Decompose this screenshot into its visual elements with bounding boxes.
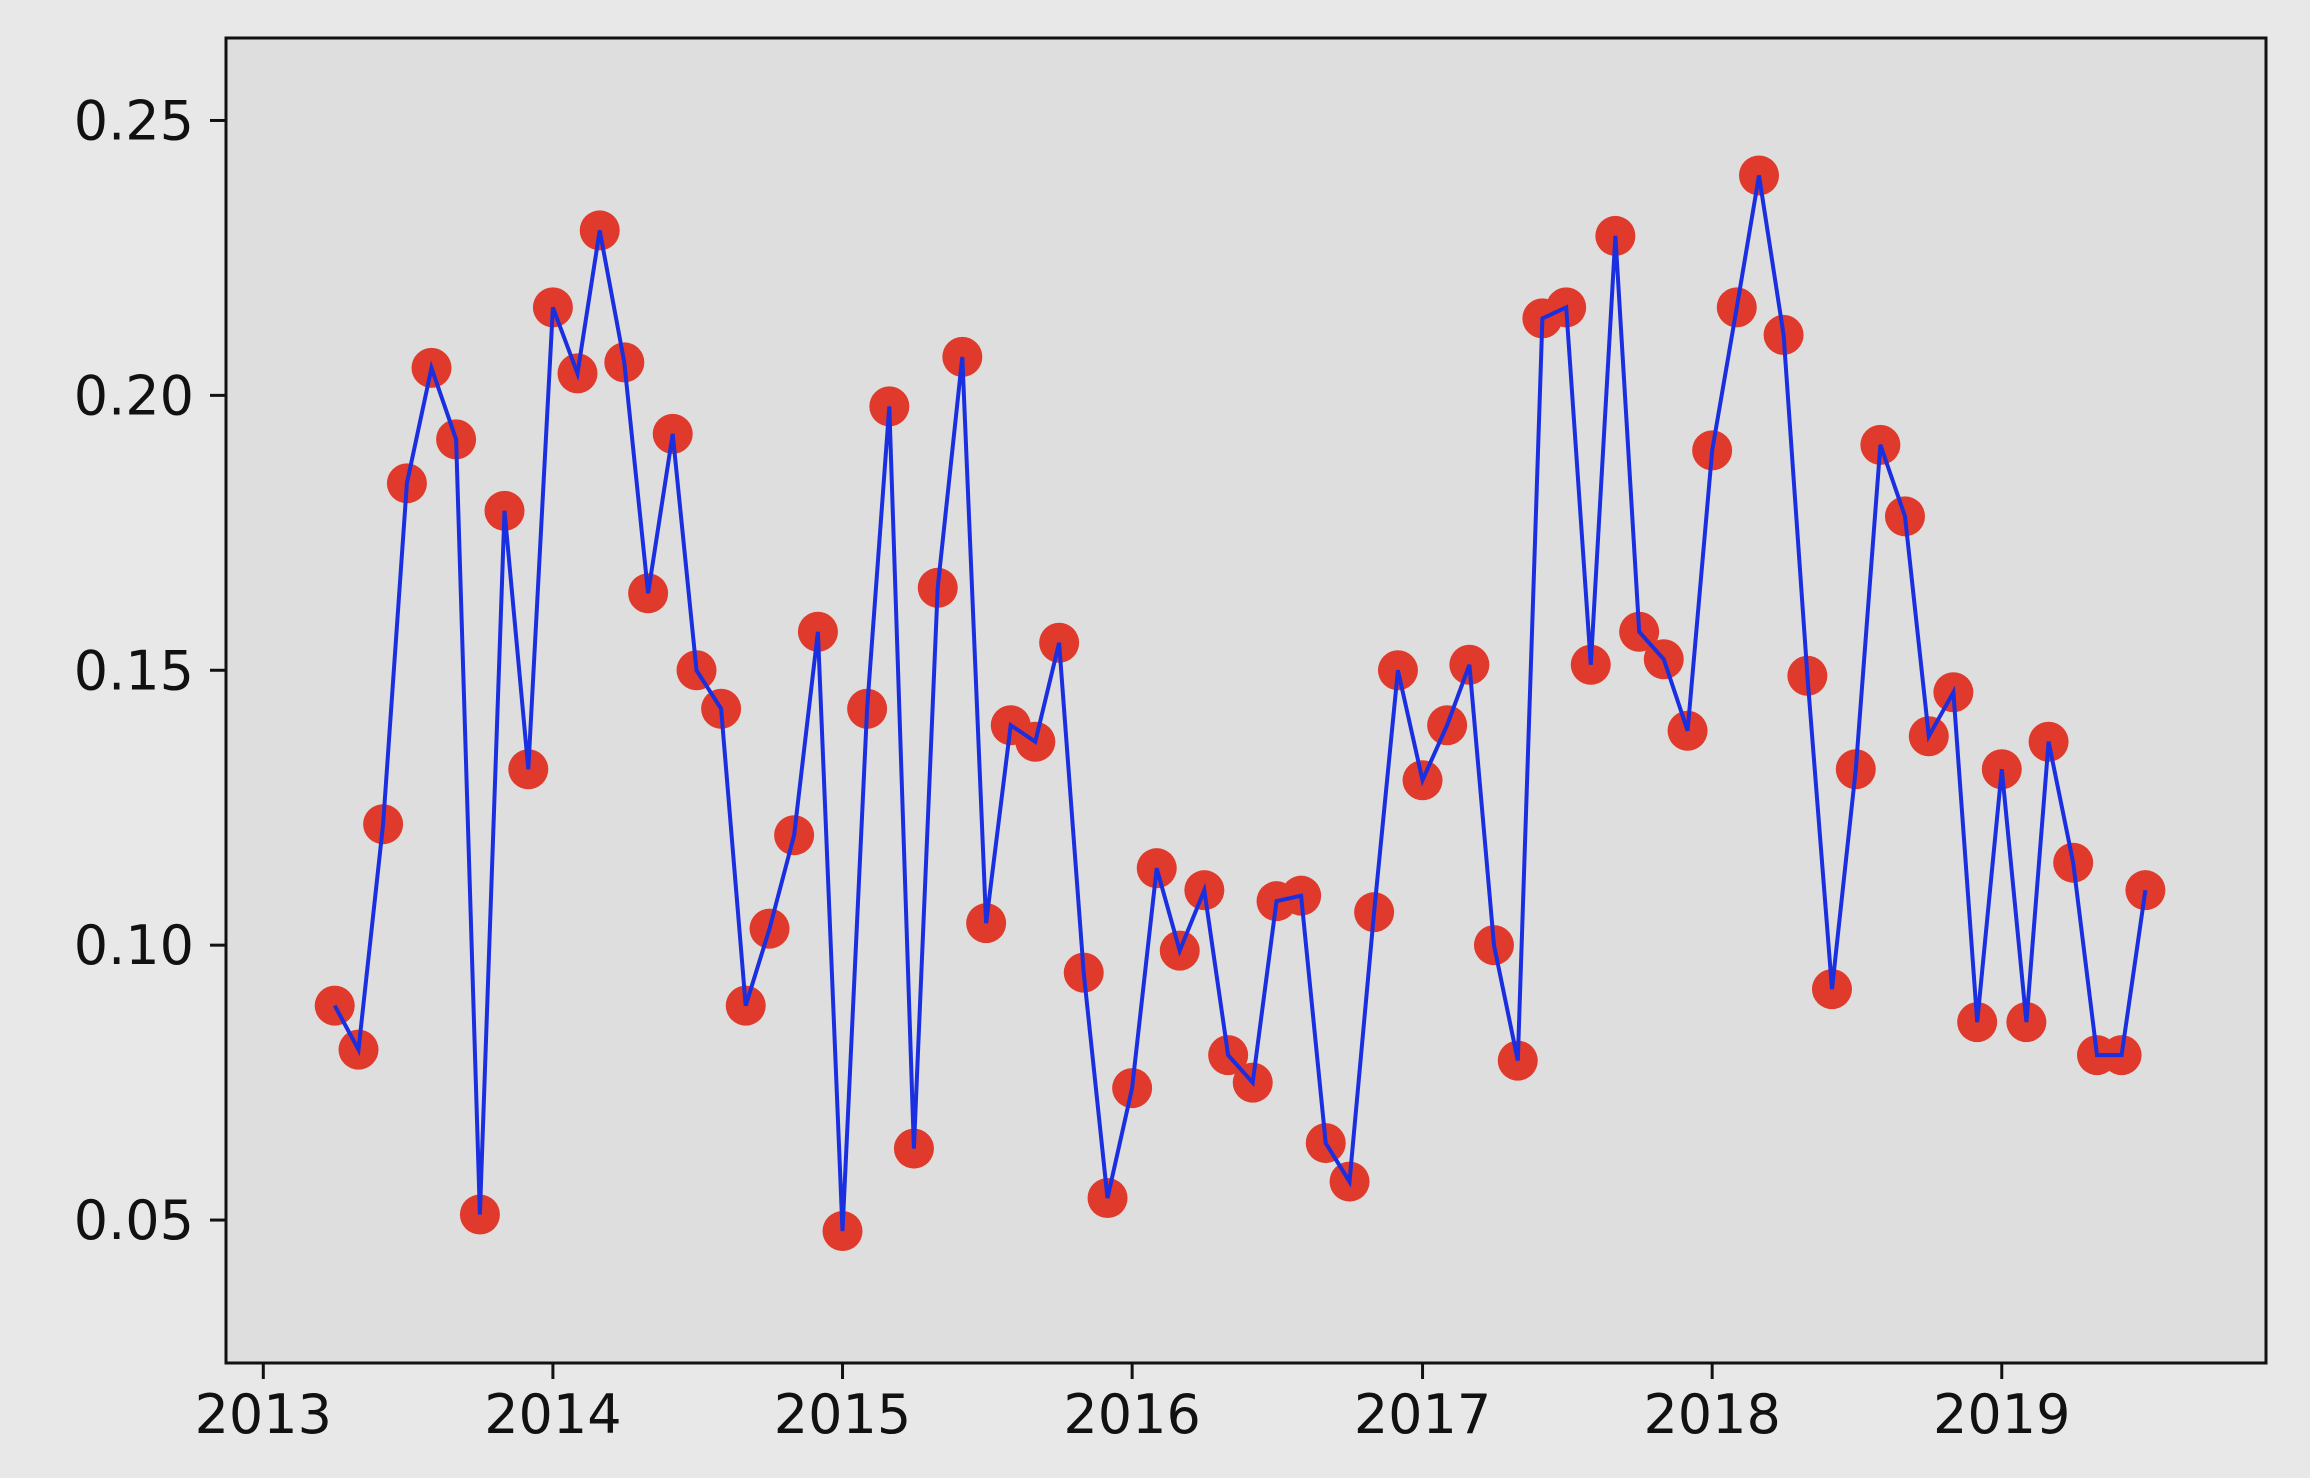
y-tick-label: 0.10	[74, 914, 194, 977]
data-point	[2125, 870, 2166, 911]
x-tick-label: 2014	[484, 1383, 621, 1446]
x-tick-label: 2013	[195, 1383, 332, 1446]
y-tick-label: 0.15	[74, 639, 194, 702]
x-tick-label: 2016	[1063, 1383, 1200, 1446]
x-tick-label: 2017	[1354, 1383, 1491, 1446]
y-tick-label: 0.05	[74, 1189, 194, 1252]
x-tick-label: 2018	[1643, 1383, 1780, 1446]
series-line	[332, 175, 2148, 1232]
x-tick-label: 2015	[774, 1383, 911, 1446]
y-tick-label: 0.20	[74, 364, 194, 427]
y-tick-label: 0.25	[74, 89, 194, 152]
x-tick-label: 2019	[1933, 1383, 2070, 1446]
